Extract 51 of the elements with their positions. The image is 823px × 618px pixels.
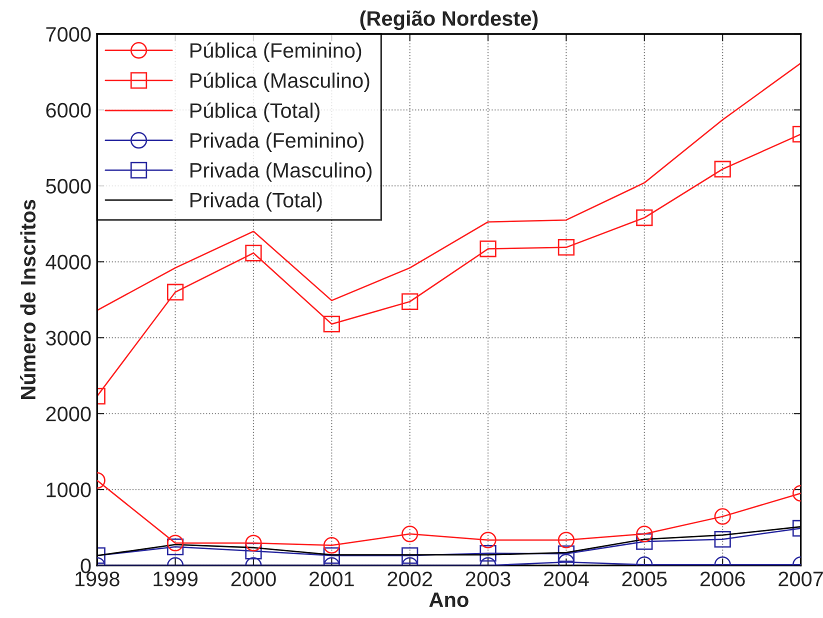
y-axis-title: Número de Inscritos <box>20 200 36 400</box>
x-tick-label: 2001 <box>310 572 354 586</box>
point <box>166 538 184 556</box>
y-tick-label: 4000 <box>46 254 91 270</box>
point <box>323 547 340 564</box>
x-tick-label: 2000 <box>231 572 276 586</box>
y-tick-label: 1000 <box>46 482 91 498</box>
point <box>558 545 575 562</box>
point <box>636 209 653 226</box>
point <box>480 544 496 562</box>
point <box>714 508 731 525</box>
point <box>323 537 340 554</box>
legend-label: Privada (Total) <box>190 192 322 212</box>
x-tick-label: 1998 <box>76 572 120 586</box>
legend-label: Privada (Feminino) <box>190 132 364 152</box>
line-series <box>97 62 801 312</box>
point <box>714 160 731 178</box>
y-tick-label: 7000 <box>46 26 91 42</box>
point <box>636 533 653 550</box>
chart-title: (Região Nordeste) <box>360 10 538 30</box>
point <box>558 532 575 548</box>
x-tick-label: 2004 <box>544 572 589 586</box>
legend-label: Pública (Total) <box>190 102 320 122</box>
y-tick-label: 3000 <box>46 330 91 346</box>
point <box>714 530 731 548</box>
x-tick-label: 2003 <box>466 572 510 586</box>
x-tick-label: 2006 <box>700 572 745 586</box>
y-tick-label: 2000 <box>46 406 91 422</box>
legend-label: Pública (Feminino) <box>190 42 362 62</box>
point <box>166 284 184 300</box>
x-tick-label: 2007 <box>778 572 823 586</box>
point <box>402 547 418 564</box>
point <box>402 293 418 310</box>
y-tick-label: 0 <box>80 558 91 574</box>
x-tick-label: 2005 <box>622 572 667 586</box>
point <box>402 526 418 542</box>
point <box>480 532 496 548</box>
legend-label: Pública (Masculino) <box>190 72 370 92</box>
y-tick-label: 5000 <box>46 178 91 194</box>
y-tick-label: 6000 <box>46 102 91 118</box>
point <box>245 534 262 552</box>
point <box>245 244 262 262</box>
point <box>636 526 653 542</box>
x-tick-label: 1999 <box>154 572 198 586</box>
point <box>323 316 340 332</box>
point <box>480 240 496 258</box>
x-tick-label: 2002 <box>388 572 432 586</box>
point <box>166 534 184 552</box>
legend-label: Privada (Masculino) <box>190 162 372 182</box>
x-axis-title: Ano <box>429 592 468 608</box>
point <box>558 239 575 256</box>
